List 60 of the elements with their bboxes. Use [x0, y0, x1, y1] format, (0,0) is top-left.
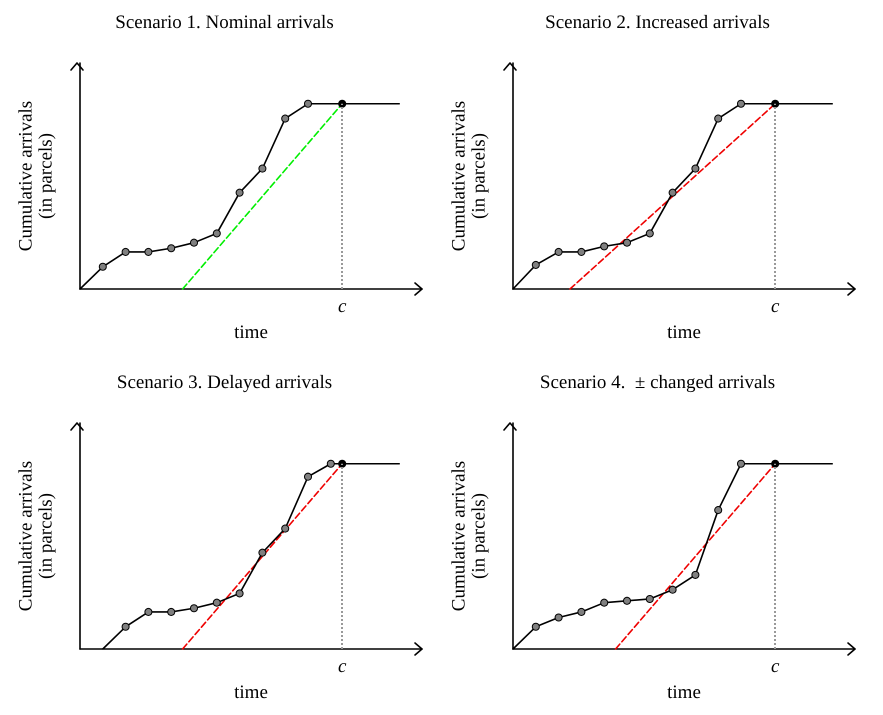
point — [623, 238, 631, 247]
point — [212, 229, 221, 238]
point — [577, 608, 586, 616]
point — [281, 524, 290, 533]
point — [771, 460, 780, 468]
point — [737, 100, 745, 108]
point — [258, 548, 266, 557]
text: c — [338, 656, 347, 677]
point — [532, 622, 540, 631]
x-axis-title: time — [667, 322, 701, 343]
point — [326, 460, 335, 468]
point — [122, 622, 130, 631]
text: c — [770, 656, 780, 677]
point — [600, 598, 608, 607]
y-axis-title: Cumulative arrivals (in parcels) — [16, 100, 56, 252]
text: c — [770, 296, 780, 317]
chart-title: Scenario 4. ± changed arrivals — [540, 372, 776, 393]
y-axis-title: Cumulative arrivals (in parcels) — [16, 460, 56, 612]
point — [236, 188, 244, 197]
point — [167, 608, 176, 616]
point — [144, 608, 152, 616]
point — [236, 589, 244, 598]
point — [281, 114, 290, 123]
chart-title: Scenario 1. Nominal arrivals — [115, 12, 334, 33]
point — [668, 188, 677, 197]
point — [304, 100, 312, 108]
point — [737, 460, 745, 468]
y-axis-title: Cumulative arrivals (in parcels) — [448, 100, 490, 252]
point — [646, 594, 654, 603]
point — [304, 472, 312, 481]
point — [554, 248, 563, 256]
chart-title: Scenario 3. Delayed arrivals — [116, 372, 332, 393]
point — [771, 100, 780, 108]
point — [338, 100, 346, 108]
point — [338, 460, 346, 468]
point — [167, 244, 176, 252]
point — [190, 238, 198, 247]
point — [144, 248, 152, 256]
point — [577, 248, 586, 256]
point — [122, 248, 130, 256]
point — [623, 596, 631, 605]
point — [691, 570, 700, 579]
point — [554, 614, 563, 622]
point — [212, 598, 221, 607]
text: c — [338, 296, 347, 317]
point — [600, 242, 608, 250]
point — [98, 262, 107, 271]
point — [714, 114, 722, 123]
point — [258, 164, 266, 173]
chart-title: Scenario 2. Increased arrivals — [545, 12, 770, 33]
x-axis-title: time — [234, 682, 268, 703]
point — [190, 604, 198, 612]
point — [714, 506, 722, 514]
point — [691, 164, 700, 173]
point — [532, 260, 540, 269]
y-axis-title: Cumulative arrivals (in parcels) — [448, 460, 490, 612]
x-axis-title: time — [234, 322, 268, 343]
point — [646, 229, 654, 238]
point — [668, 586, 677, 594]
x-axis-title: time — [667, 682, 701, 703]
